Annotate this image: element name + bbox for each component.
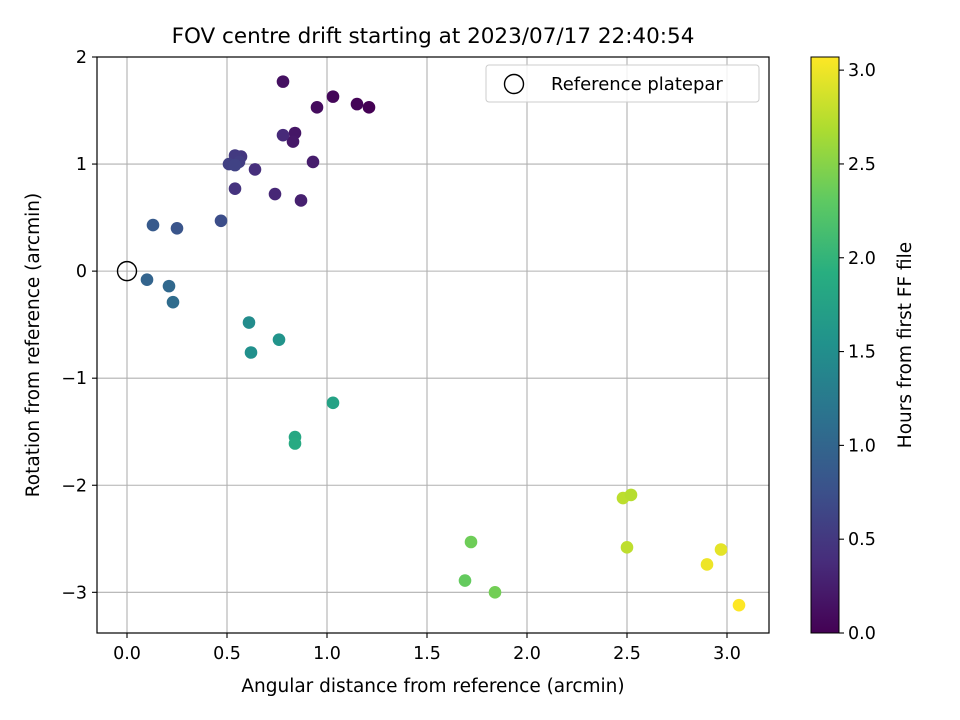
x-axis-ticks: 0.0 0.5 1.0 1.5 2.0 2.5 3.0 [113,633,741,664]
colorbar-gradient [810,56,840,634]
x-tick-label: 3.0 [713,644,741,664]
plot-frame [96,56,770,634]
data-point [214,214,228,228]
data-point [276,75,290,88]
data-point [306,155,320,169]
x-tick-label: 2.5 [613,644,641,664]
data-point [166,295,180,309]
data-point [488,586,502,599]
data-point [288,437,302,450]
y-tick-label: −3 [61,583,87,603]
data-point [228,182,242,195]
data-point [362,101,376,114]
y-tick-label: 0 [76,262,87,282]
data-point [732,598,746,612]
colorbar-tick-label: 1.5 [848,343,876,363]
colorbar-tick-label: 3.0 [848,61,876,81]
x-tick-label: 1.5 [413,644,441,664]
x-tick-label: 2.0 [513,644,541,664]
y-tick-label: 2 [76,48,87,68]
colorbar-tick-label: 2.0 [848,249,876,269]
data-point [294,194,308,207]
x-tick-label: 0.5 [213,644,241,664]
grid [97,56,769,633]
data-point [700,558,714,571]
data-point [248,163,262,176]
x-tick-label: 0.0 [113,644,141,664]
legend-marker-reference [503,73,525,95]
y-tick-label: 1 [76,155,87,175]
data-point [714,543,728,556]
data-point [350,97,364,111]
legend: Reference platepar [485,64,760,103]
colorbar-tick-label: 0.5 [848,530,876,550]
data-point [244,346,258,359]
reference-platepar-marker [116,260,138,282]
data-point [620,541,634,554]
data-point [286,135,300,148]
data-point [268,187,282,201]
y-tick-label: −2 [61,476,87,496]
colorbar-ticks: 0.0 0.5 1.0 1.5 2.0 2.5 3.0 [839,61,876,644]
x-tick-label: 1.0 [313,644,341,664]
data-point [170,222,184,235]
colorbar-tick-label: 2.5 [848,155,876,175]
data-point [242,316,256,329]
colorbar-tick-label: 1.0 [848,436,876,456]
x-axis-label: Angular distance from reference (arcmin) [241,676,624,697]
data-point [228,158,242,172]
data-point [310,101,324,114]
data-point [162,279,176,293]
data-point [458,574,472,587]
chart-title: FOV centre drift starting at 2023/07/17 … [172,24,695,49]
data-point [464,535,478,549]
data-point [146,218,160,232]
legend-label-reference: Reference platepar [551,74,723,95]
data-point [326,90,340,103]
y-axis-ticks: −3 −2 −1 0 1 2 [61,48,97,603]
data-point [140,273,154,286]
colorbar: 0.0 0.5 1.0 1.5 2.0 2.5 3.0 Hours from first F… [810,56,916,644]
colorbar-tick-label: 0.0 [848,624,876,644]
y-tick-label: −1 [61,369,87,389]
legend-box [485,64,760,103]
y-axis-label: Rotation from reference (arcmin) [23,193,44,497]
data-point [326,396,340,410]
data-point [272,333,286,346]
data-point [624,488,638,502]
colorbar-label: Hours from first FF file [895,242,916,448]
data-point [276,128,290,142]
data-points [116,75,746,612]
